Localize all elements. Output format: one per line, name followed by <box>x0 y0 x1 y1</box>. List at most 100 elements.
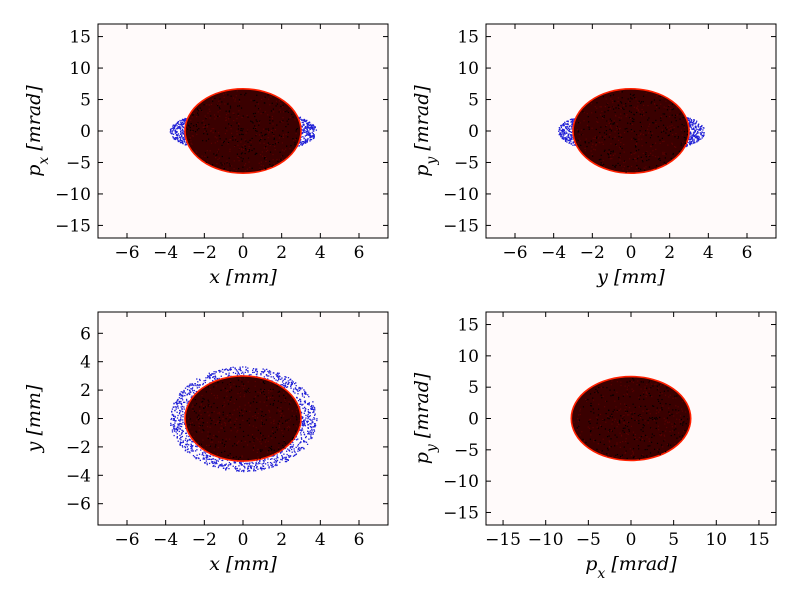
data-point <box>250 141 252 143</box>
data-point <box>201 155 203 157</box>
data-point <box>186 385 188 388</box>
data-point <box>280 105 282 108</box>
data-point <box>666 109 669 111</box>
data-point <box>673 108 675 110</box>
data-point <box>697 136 699 138</box>
y-tick-label: 10 <box>457 59 479 79</box>
data-point <box>567 121 569 123</box>
data-point <box>602 96 605 98</box>
data-point <box>276 142 278 144</box>
data-point <box>196 385 198 387</box>
data-point <box>194 383 196 385</box>
data-point <box>182 128 184 130</box>
data-point <box>306 140 309 142</box>
data-point <box>691 143 693 145</box>
data-point <box>577 131 579 133</box>
data-point <box>295 389 298 391</box>
data-point <box>273 372 275 374</box>
x-tick-label: −4 <box>541 243 566 263</box>
data-point <box>296 127 299 130</box>
data-point <box>260 466 262 469</box>
data-point <box>207 112 209 114</box>
data-point <box>210 130 213 132</box>
data-point <box>564 132 566 135</box>
data-point <box>306 130 308 132</box>
data-point <box>256 368 258 370</box>
data-point <box>245 132 247 134</box>
data-point <box>691 123 693 126</box>
data-point <box>197 457 200 459</box>
data-point <box>313 406 315 409</box>
data-point <box>262 128 265 130</box>
data-point <box>571 134 573 136</box>
data-point <box>280 158 282 160</box>
data-point <box>303 124 305 127</box>
data-point <box>630 111 632 113</box>
data-point <box>241 130 243 132</box>
data-point <box>311 428 313 431</box>
data-point <box>192 114 194 116</box>
data-point <box>566 123 568 125</box>
x-axis-label: x [mm] <box>209 266 277 288</box>
data-point <box>301 144 303 146</box>
data-point <box>691 137 693 139</box>
data-point <box>208 104 210 106</box>
data-point <box>678 150 680 152</box>
data-point <box>671 124 673 126</box>
data-point <box>623 143 625 146</box>
data-point <box>588 121 590 123</box>
y-axis-label: px [mrad] <box>23 85 52 177</box>
data-point <box>202 383 204 386</box>
data-point <box>617 162 619 165</box>
data-point <box>196 133 198 135</box>
data-point <box>247 151 250 153</box>
data-point <box>695 126 697 128</box>
data-point <box>630 117 632 119</box>
data-point <box>214 118 216 120</box>
data-point <box>180 121 182 123</box>
data-point <box>217 111 219 113</box>
data-point <box>277 457 279 459</box>
data-point <box>572 119 574 121</box>
data-point <box>298 447 300 450</box>
data-point <box>603 150 605 152</box>
data-point <box>186 448 189 451</box>
data-point <box>307 131 309 133</box>
data-point <box>307 123 309 126</box>
data-point <box>185 443 187 446</box>
data-point <box>687 117 690 120</box>
data-point <box>312 136 315 138</box>
data-point <box>198 386 200 388</box>
data-point <box>272 123 274 125</box>
data-point <box>203 380 205 382</box>
data-point <box>191 383 193 385</box>
data-point <box>270 129 272 132</box>
data-point <box>578 133 580 135</box>
data-point <box>279 461 281 464</box>
data-point <box>663 140 665 142</box>
data-point <box>607 153 609 155</box>
data-point <box>264 138 266 141</box>
data-point <box>242 158 244 160</box>
data-point <box>247 371 249 373</box>
data-point <box>599 131 601 134</box>
data-point <box>196 151 198 153</box>
data-point <box>224 133 227 135</box>
data-point <box>629 105 631 107</box>
y-tick-label: −15 <box>55 216 91 236</box>
data-point <box>197 154 199 156</box>
data-point <box>641 108 643 111</box>
data-point <box>641 114 643 116</box>
data-point <box>213 461 216 463</box>
data-point <box>667 105 670 107</box>
data-point <box>171 429 174 431</box>
data-point <box>297 450 299 452</box>
data-point <box>621 97 623 99</box>
data-point <box>632 158 634 160</box>
data-point <box>690 142 692 144</box>
data-point <box>223 96 225 98</box>
data-point <box>223 369 226 371</box>
data-point <box>312 123 314 126</box>
data-point <box>225 138 227 140</box>
